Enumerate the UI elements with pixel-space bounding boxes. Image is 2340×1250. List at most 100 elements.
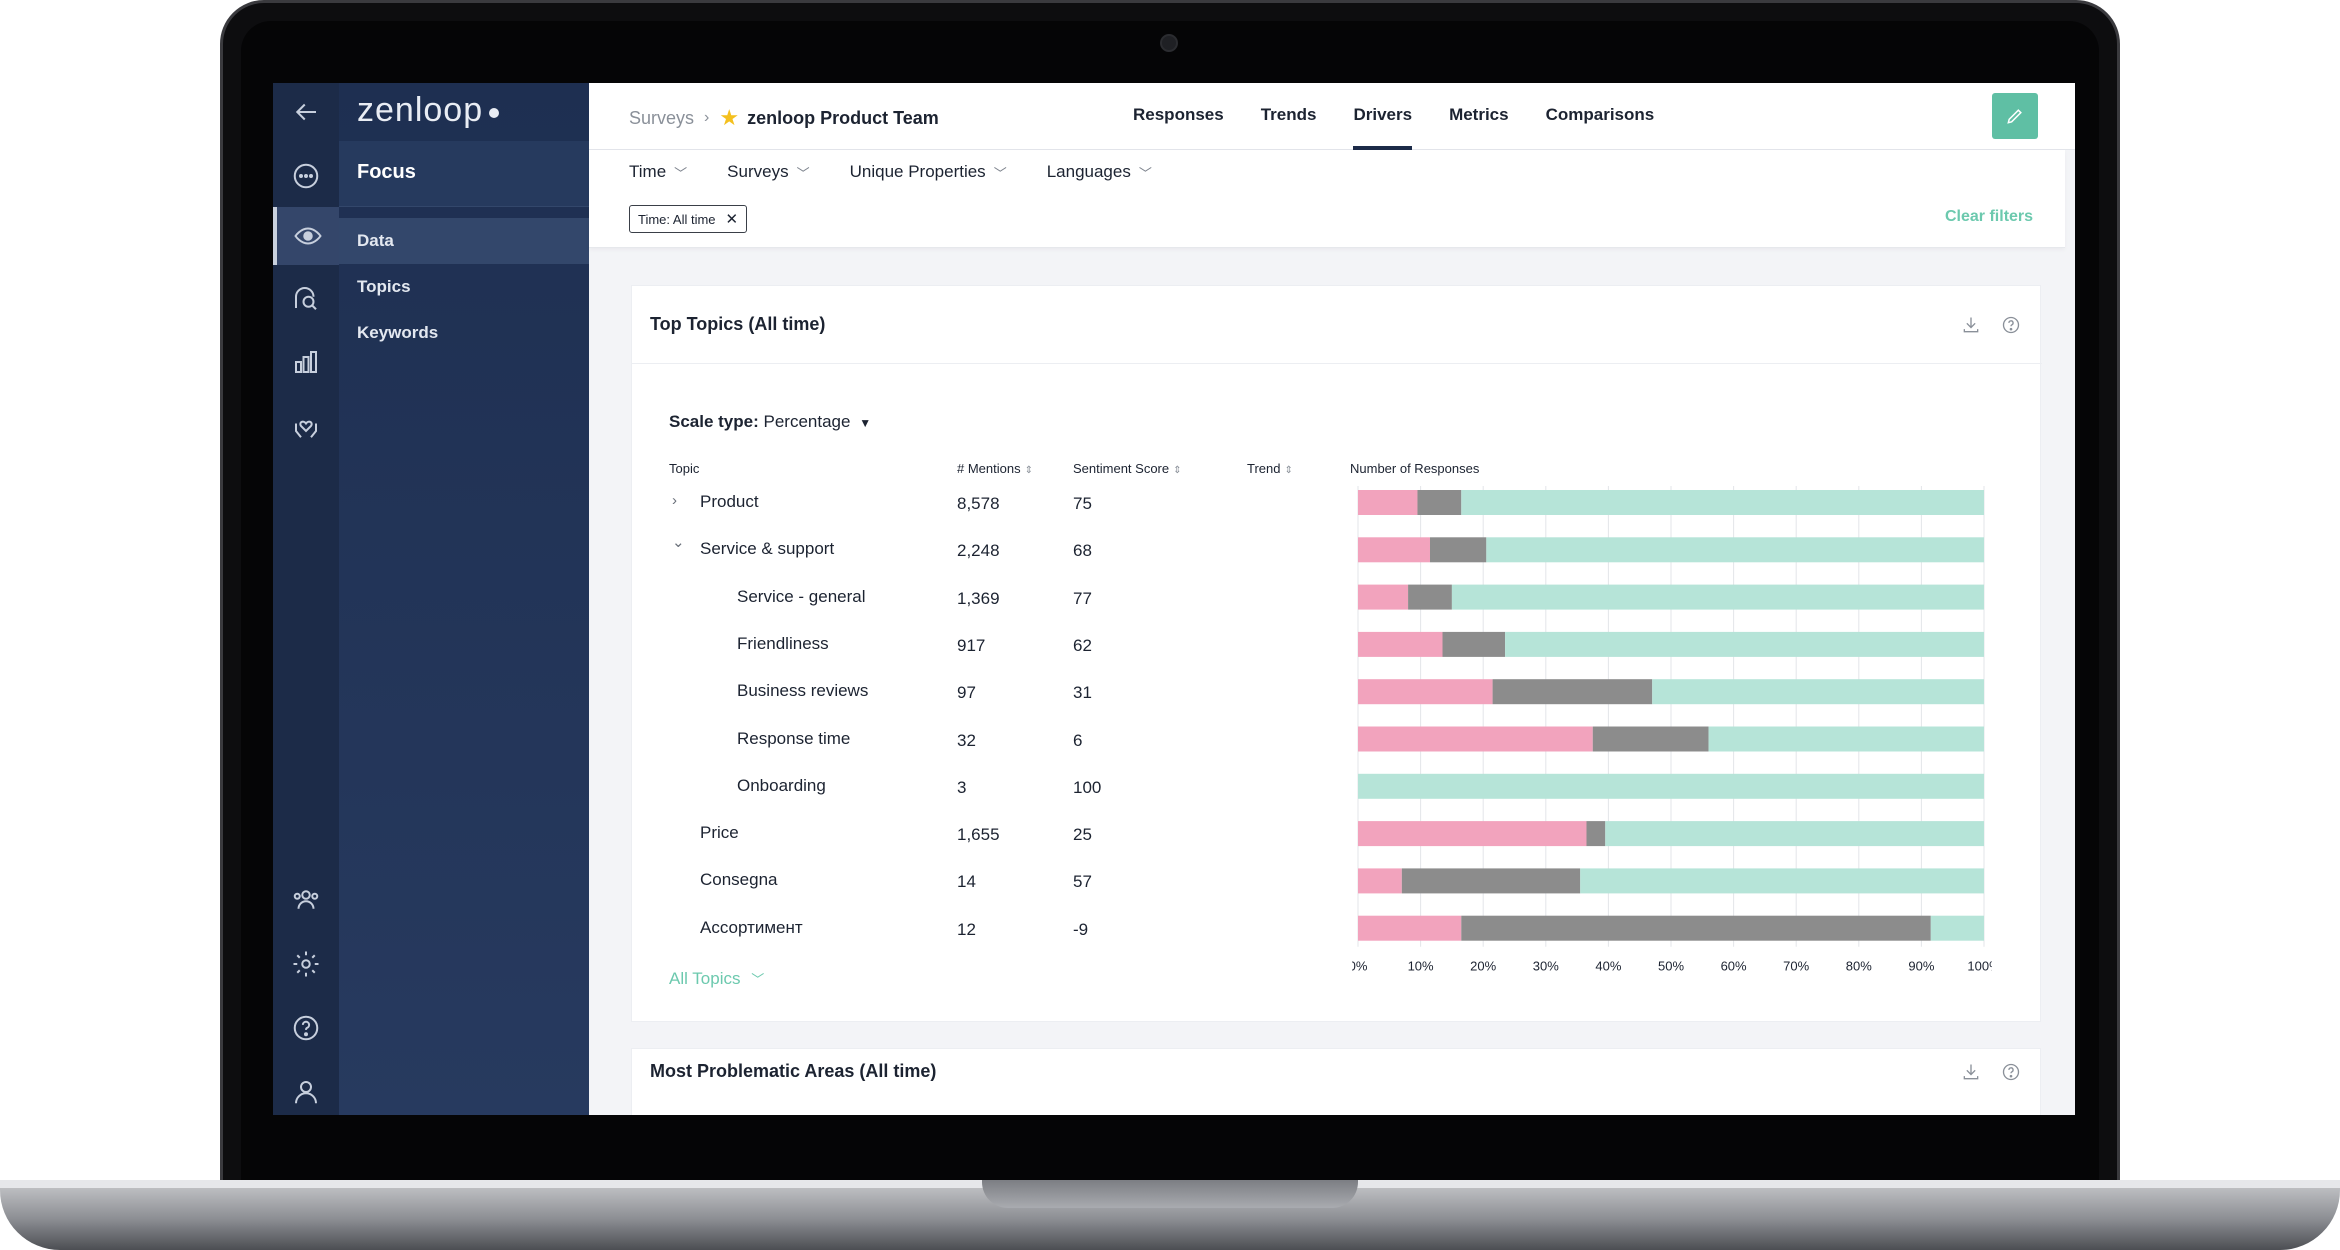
tab-metrics[interactable]: Metrics [1449, 105, 1509, 124]
bar-segment-1[interactable] [1358, 821, 1587, 847]
heart-hands-icon[interactable] [273, 397, 339, 455]
bar-segment-3[interactable] [1930, 915, 1984, 941]
bar-segment-3[interactable] [1652, 679, 1984, 705]
download-icon[interactable] [1960, 1061, 1982, 1083]
bar-segment-1[interactable] [1358, 584, 1409, 610]
bar-segment-3[interactable] [1708, 726, 1984, 752]
bar-segment-1[interactable] [1358, 490, 1418, 515]
bar-segment-2[interactable] [1417, 490, 1462, 515]
brand-dot-icon [489, 108, 500, 118]
chip-label: Time: All time [638, 211, 716, 227]
column-responses-label: Number of Responses [1350, 461, 1480, 476]
bar-segment-2[interactable] [1586, 821, 1606, 847]
topic-name[interactable]: Business reviews [737, 681, 869, 701]
bar-segment-2[interactable] [1401, 868, 1581, 894]
all-topics-label: All Topics [669, 969, 741, 988]
sidebar-item-topics[interactable]: Topics [357, 277, 411, 296]
clear-filters-link[interactable]: Clear filters [1945, 208, 2034, 225]
topic-name[interactable]: Product [700, 492, 759, 511]
topic-name[interactable]: Ассортимент [700, 917, 803, 937]
filter-unique-properties[interactable]: Unique Properties ﹀ [850, 162, 1007, 182]
sidebar-item-keywords[interactable]: Keywords [357, 323, 439, 342]
card2-actions [1960, 1061, 2040, 1083]
column-header-responses: Number of Responses [1350, 461, 1479, 476]
topic-name[interactable]: Onboarding [737, 775, 826, 795]
column-mentions-label: # Mentions [957, 461, 1021, 476]
bar-segment-2[interactable] [1461, 915, 1931, 941]
bar-segment-3[interactable] [1605, 821, 1984, 847]
topic-name[interactable]: Friendliness [737, 633, 829, 653]
chevron-down-icon[interactable]: ⌄ [672, 534, 685, 552]
sort-icon: ⇕ [1173, 465, 1182, 476]
brand-logo[interactable]: zenloop [357, 87, 500, 133]
mentions-value: 8,578 [957, 494, 1000, 513]
chevron-right-icon[interactable]: › [672, 492, 677, 509]
topic-name[interactable]: Price [700, 823, 739, 843]
chevron-right-icon: › [704, 109, 710, 126]
help-icon[interactable] [2000, 1061, 2022, 1083]
topic-name[interactable]: Consegna [700, 870, 778, 890]
bar-segment-1[interactable] [1358, 868, 1402, 894]
bar-segment-3[interactable] [1461, 490, 1984, 515]
all-topics-toggle[interactable]: All Topics ﹀ [669, 969, 764, 989]
topic-name[interactable]: Response time [737, 728, 851, 748]
bar-segment-2[interactable] [1408, 584, 1452, 610]
eye-icon[interactable] [273, 207, 339, 265]
problematic-areas-card: Most Problematic Areas (All time) [631, 1048, 2041, 1115]
close-icon[interactable]: ✕ [725, 211, 739, 228]
filter-surveys[interactable]: Surveys ﹀ [727, 162, 809, 182]
bar-segment-3[interactable] [1580, 868, 1984, 894]
filter-time[interactable]: Time ﹀ [629, 162, 687, 182]
mentions-value: 12 [957, 919, 976, 939]
column-header-mentions[interactable]: # Mentions ⇕ [957, 461, 1033, 476]
bar-segment-2[interactable] [1492, 679, 1653, 705]
sort-icon: ⇕ [1024, 465, 1033, 476]
tab-trends[interactable]: Trends [1260, 105, 1317, 124]
search-chat-icon[interactable] [273, 269, 339, 327]
bar-segment-3[interactable] [1451, 584, 1984, 610]
bar-segment-2[interactable] [1429, 537, 1487, 563]
sidebar-item-data[interactable]: Data [339, 218, 589, 264]
filter-languages[interactable]: Languages ﹀ [1047, 162, 1152, 182]
bar-segment-1[interactable] [1358, 726, 1593, 752]
scale-type-selector[interactable]: Scale type: Percentage ▼ [669, 412, 871, 432]
help-icon[interactable] [273, 999, 339, 1057]
download-icon[interactable] [1960, 314, 1982, 336]
sentiment-score-value: 57 [1073, 872, 1092, 892]
topic-name[interactable]: Service - general [737, 586, 866, 606]
chat-bubble-icon[interactable] [273, 147, 339, 205]
mentions-value: 97 [957, 683, 976, 703]
column-header-trend[interactable]: Trend ⇕ [1247, 461, 1293, 476]
star-icon[interactable]: ★ [719, 105, 740, 130]
bar-chart-icon[interactable] [273, 333, 339, 391]
tab-responses[interactable]: Responses [1133, 105, 1224, 124]
bar-segment-1[interactable] [1358, 679, 1493, 705]
breadcrumb-surveys[interactable]: Surveys [629, 107, 695, 128]
bar-segment-3[interactable] [1486, 537, 1984, 563]
column-header-topic: Topic [669, 461, 699, 476]
topic-name[interactable]: Service & support [700, 539, 835, 559]
bar-segment-1[interactable] [1358, 631, 1443, 657]
column-header-sentiment[interactable]: Sentiment Score ⇕ [1073, 461, 1182, 476]
bar-segment-1[interactable] [1358, 537, 1430, 563]
gear-icon[interactable] [273, 935, 339, 993]
column-trend-label: Trend [1247, 461, 1281, 476]
filter-list: Time ﹀ Surveys ﹀ Unique Properties ﹀ Langua… [629, 162, 1192, 182]
bar-segment-3[interactable] [1358, 773, 1984, 799]
bar-segment-3[interactable] [1505, 631, 1984, 657]
x-tick-label: 30% [1533, 959, 1559, 974]
back-arrow-icon[interactable] [273, 83, 339, 141]
users-icon[interactable] [273, 871, 339, 929]
user-icon[interactable] [273, 1063, 339, 1115]
bar-segment-2[interactable] [1442, 631, 1506, 657]
camera [1160, 34, 1178, 52]
help-icon[interactable] [2000, 314, 2022, 336]
sentiment-score-value: 75 [1073, 494, 1092, 513]
secondary-sidebar: zenloop Focus Data Topics Keywords [339, 83, 589, 1115]
tab-comparisons[interactable]: Comparisons [1545, 105, 1655, 124]
tab-drivers[interactable]: Drivers [1353, 83, 1413, 150]
bar-segment-2[interactable] [1592, 726, 1709, 752]
x-tick-label: 0% [1352, 959, 1368, 974]
bar-segment-1[interactable] [1358, 915, 1462, 941]
edit-button[interactable] [1992, 93, 2038, 139]
